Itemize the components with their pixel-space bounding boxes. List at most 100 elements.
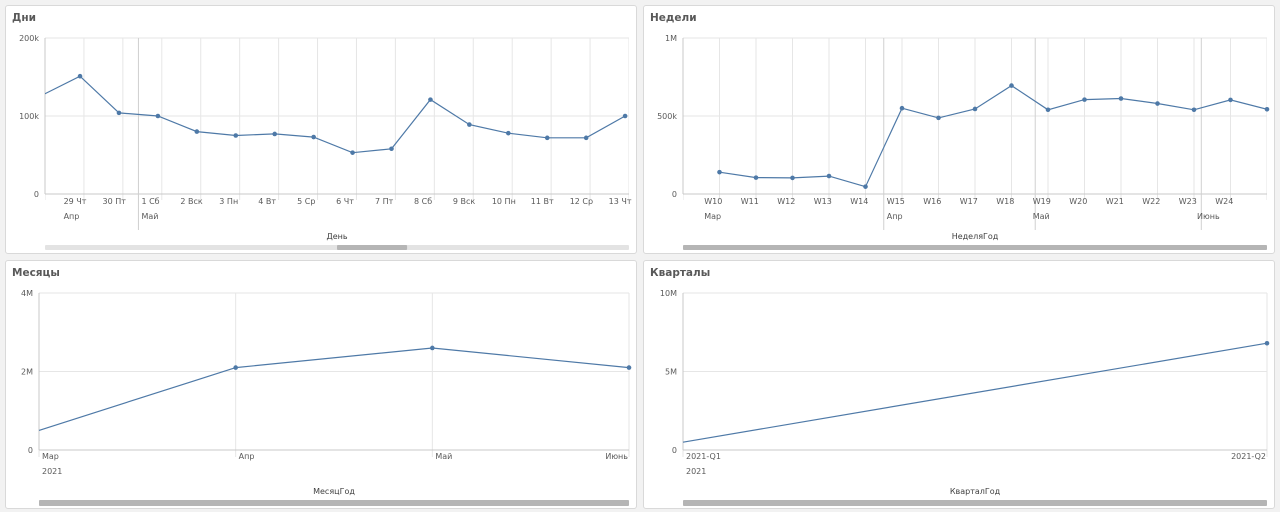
scrollbar-thumb[interactable] [39, 500, 629, 506]
data-point[interactable] [1045, 107, 1051, 113]
data-point[interactable] [233, 133, 239, 138]
y-tick-label: 0 [28, 446, 33, 455]
chart-panel-quarters[interactable]: Кварталы 0 5M 10M 2021-Q1 2021-Q2 2021 Квартал… [643, 260, 1275, 509]
data-point[interactable] [1009, 83, 1014, 88]
x-tick-label: W11 [741, 197, 759, 206]
series-line[interactable] [38, 347, 630, 431]
series-line[interactable] [41, 75, 626, 154]
data-point[interactable] [233, 365, 238, 370]
x-group-label: Мар [704, 212, 721, 221]
data-point[interactable] [583, 135, 589, 141]
chart-panel-weeks[interactable]: Недели 0 500k 1M W10 W11 W12 W13 W14 W15 W16 W17 W1… [643, 5, 1275, 254]
chart-quarters-svg[interactable]: 0 5M 10M 2021-Q1 2021-Q2 2021 КварталГод [644, 261, 1276, 510]
x-axis-title: КварталГод [950, 487, 1001, 496]
x-tick-label: 9 Вск [453, 197, 476, 206]
chart-title: Кварталы [650, 267, 711, 279]
series-line[interactable] [682, 342, 1268, 443]
data-point[interactable] [77, 73, 83, 79]
y-tick-label: 1M [665, 34, 677, 43]
data-point[interactable] [430, 345, 435, 351]
series-line[interactable] [719, 84, 1280, 188]
x-tick-label: W20 [1069, 197, 1087, 206]
data-point[interactable] [544, 135, 550, 141]
y-tick-label: 500k [657, 112, 677, 121]
x-tick-label: 2 Вск [180, 197, 203, 206]
series-group [682, 342, 1268, 443]
x-tick-label: W10 [704, 197, 722, 206]
chart-title: Недели [650, 12, 697, 24]
x-group-label: Апр [64, 212, 80, 221]
data-point[interactable] [506, 130, 511, 136]
data-point[interactable] [272, 131, 278, 137]
data-point[interactable] [155, 113, 161, 119]
data-point[interactable] [194, 129, 200, 134]
data-point[interactable] [311, 134, 316, 140]
data-point[interactable] [1082, 97, 1087, 102]
x-tick-label: 5 Ср [297, 197, 315, 206]
x-tick-label: 11 Вт [531, 197, 554, 206]
data-point[interactable] [1264, 106, 1270, 112]
x-tick-label: W14 [850, 197, 868, 206]
chart-panel-months[interactable]: Месяцы 0 2M 4M Мар Апр Май Июнь 2021 МесяцГод [5, 260, 637, 509]
x-tick-label: 1 Сб [141, 197, 159, 206]
data-point[interactable] [1191, 107, 1197, 113]
x-group-label: Май [1033, 212, 1050, 221]
x-tick-label: W23 [1179, 197, 1197, 206]
y-tick-label: 5M [665, 368, 677, 377]
chart-panel-days[interactable]: Дни 0 100k 200k 29 Чт 30 Пт 1 Сб 2 Вск 3 Пн 4 Вт… [5, 5, 637, 254]
x-tick-label: W24 [1215, 197, 1233, 206]
series-group [719, 84, 1280, 188]
series-group [38, 347, 630, 431]
scrollbar-thumb[interactable] [683, 245, 1267, 250]
x-tick-label: 29 Чт [64, 197, 87, 206]
x-tick-label: W12 [777, 197, 795, 206]
data-point[interactable] [1118, 96, 1124, 101]
chart-weeks-svg[interactable]: 0 500k 1M W10 W11 W12 W13 W14 W15 W16 W17 W18 W19 W20… [644, 6, 1276, 255]
data-point[interactable] [936, 115, 941, 121]
data-point[interactable] [899, 105, 905, 111]
data-point[interactable] [467, 122, 472, 127]
x-tick-label: 6 Чт [336, 197, 354, 206]
y-tick-label: 2M [21, 368, 33, 377]
x-tick-label: 12 Ср [570, 197, 593, 206]
x-tick-label: W18 [996, 197, 1014, 206]
chart-months-svg[interactable]: 0 2M 4M Мар Апр Май Июнь 2021 МесяцГод [6, 261, 638, 510]
x-tick-label: Июнь [605, 452, 628, 461]
chart-days-svg[interactable]: 0 100k 200k 29 Чт 30 Пт 1 Сб 2 Вск 3 Пн 4 Вт 5 Ср… [6, 6, 638, 255]
data-point[interactable] [389, 146, 394, 152]
series-group [41, 75, 626, 154]
data-point[interactable] [753, 175, 759, 180]
x-tick-label: W21 [1106, 197, 1124, 206]
x-group-label: 2021 [686, 467, 706, 476]
data-point[interactable] [826, 173, 832, 179]
x-group-label: Июнь [1197, 212, 1220, 221]
x-axis-title: МесяцГод [313, 487, 355, 496]
x-tick-label: 30 Пт [103, 197, 127, 206]
x-tick-label: 4 Вт [258, 197, 276, 206]
x-tick-label: 8 Сб [414, 197, 432, 206]
data-point[interactable] [1264, 340, 1270, 346]
data-point[interactable] [1228, 97, 1233, 103]
y-tick-label: 0 [672, 446, 677, 455]
x-axis-title: НеделяГод [952, 232, 999, 241]
y-tick-label: 0 [672, 190, 677, 199]
data-point[interactable] [790, 175, 795, 181]
x-tick-label: 3 Пн [219, 197, 238, 206]
data-point[interactable] [863, 184, 868, 189]
data-point[interactable] [1155, 101, 1160, 106]
x-tick-label: 2021-Q2 [1231, 452, 1266, 461]
data-point[interactable] [972, 106, 978, 112]
chart-title: Месяцы [12, 267, 60, 279]
x-tick-label: W15 [887, 197, 905, 206]
y-tick-label: 0 [34, 190, 39, 199]
data-point[interactable] [428, 97, 433, 102]
x-tick-label: W13 [814, 197, 832, 206]
data-point[interactable] [717, 169, 722, 175]
scrollbar-thumb[interactable] [337, 245, 408, 250]
scrollbar-thumb[interactable] [683, 500, 1267, 506]
data-point[interactable] [622, 113, 628, 119]
data-point[interactable] [350, 150, 355, 155]
x-tick-label: 13 Чт [609, 197, 632, 206]
data-point[interactable] [626, 365, 632, 370]
data-point[interactable] [116, 110, 122, 116]
